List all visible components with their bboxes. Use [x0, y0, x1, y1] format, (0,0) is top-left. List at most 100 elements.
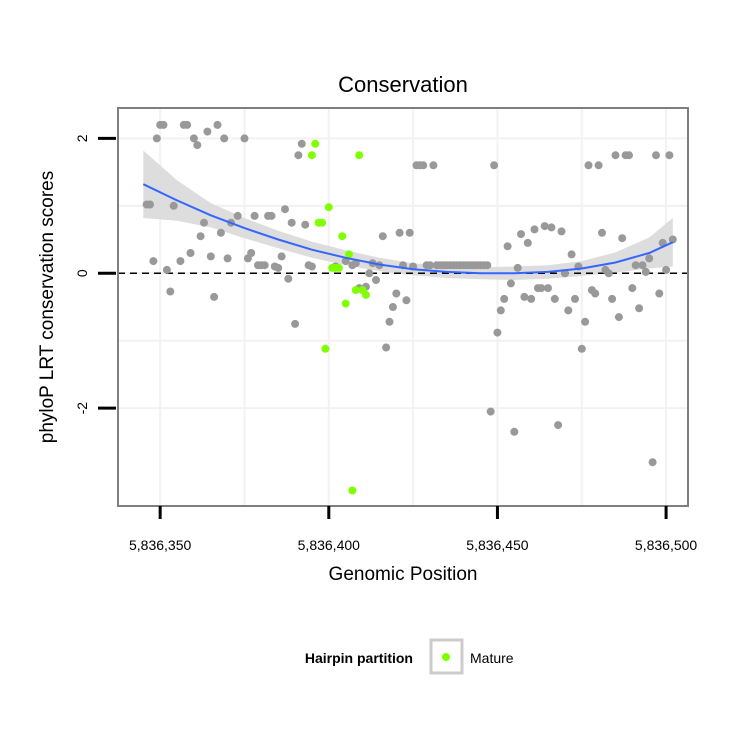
- data-point: [537, 284, 546, 293]
- data-point: [577, 344, 586, 353]
- data-point: [301, 220, 310, 229]
- data-point: [527, 294, 536, 303]
- data-point: [419, 161, 428, 170]
- data-point: [567, 250, 576, 259]
- data-point: [503, 242, 512, 251]
- mature-point: [307, 151, 316, 160]
- data-point: [544, 284, 552, 293]
- data-point: [554, 421, 563, 430]
- plot-panel: [118, 108, 688, 506]
- data-point: [604, 269, 613, 278]
- mature-point: [338, 232, 347, 241]
- data-point: [530, 225, 539, 234]
- data-point: [388, 303, 397, 311]
- mature-point: [361, 290, 370, 299]
- data-point: [608, 294, 617, 303]
- data-point: [186, 249, 195, 257]
- mature-point: [324, 203, 333, 212]
- data-point: [166, 287, 175, 296]
- y-axis-title: phyloP LRT conservation scores: [37, 171, 58, 444]
- data-point: [628, 284, 637, 293]
- data-point: [668, 235, 677, 244]
- data-point: [216, 228, 225, 237]
- data-point: [571, 294, 579, 303]
- data-point: [146, 200, 154, 209]
- mature-point: [311, 139, 320, 148]
- data-point: [189, 134, 198, 143]
- data-point: [365, 269, 374, 278]
- data-point: [260, 261, 269, 270]
- data-point: [250, 211, 259, 220]
- data-point: [618, 234, 627, 243]
- data-point: [233, 211, 242, 220]
- panel-border: [117, 107, 689, 507]
- data-point: [611, 151, 620, 160]
- data-point: [645, 254, 654, 263]
- data-point: [385, 317, 394, 326]
- data-point: [277, 252, 286, 261]
- data-point: [513, 263, 522, 272]
- data-point: [196, 232, 205, 241]
- data-point: [267, 211, 276, 220]
- data-point: [392, 289, 401, 298]
- data-point: [581, 317, 590, 326]
- smooth-layer: [142, 183, 674, 275]
- data-point: [159, 120, 168, 129]
- data-point: [510, 427, 519, 436]
- data-point: [517, 230, 525, 239]
- mature-point: [318, 218, 327, 227]
- data-point: [223, 254, 232, 263]
- mature-point: [355, 151, 364, 160]
- x-axis-title: Genomic Position: [329, 564, 478, 585]
- y-tick-label: 0: [74, 269, 90, 277]
- x-tick-label: 5,836,450: [466, 537, 528, 553]
- data-point: [506, 279, 515, 288]
- points-layer: [142, 120, 677, 495]
- data-point: [635, 304, 644, 313]
- data-point: [662, 265, 671, 274]
- legend-marker-mature: [442, 653, 450, 661]
- data-point: [641, 267, 650, 276]
- x-tick-label: 5,836,400: [298, 537, 360, 553]
- data-point: [486, 407, 495, 416]
- data-point: [493, 328, 502, 337]
- data-point: [594, 161, 603, 170]
- data-point: [665, 151, 674, 160]
- data-point: [540, 222, 549, 231]
- data-point: [149, 257, 158, 266]
- data-point: [284, 274, 293, 283]
- data-point: [206, 252, 215, 261]
- data-point: [496, 306, 505, 315]
- data-point: [372, 276, 380, 284]
- y-tick-label: -2: [74, 402, 90, 415]
- data-point: [648, 458, 657, 467]
- data-point: [193, 141, 202, 150]
- ribbon-layer: [143, 150, 673, 280]
- data-point: [500, 294, 509, 303]
- data-point: [183, 120, 192, 129]
- data-point: [520, 292, 529, 301]
- mature-point: [341, 299, 350, 308]
- data-point: [240, 134, 249, 143]
- data-point: [294, 151, 303, 160]
- data-point: [631, 261, 640, 270]
- data-point: [591, 289, 600, 298]
- smooth-line: [142, 183, 674, 275]
- data-point: [564, 306, 573, 315]
- mature-point: [348, 486, 357, 495]
- data-point: [557, 227, 566, 236]
- data-point: [274, 263, 283, 272]
- mature-point: [351, 286, 360, 295]
- chart-title: Conservation: [338, 72, 468, 97]
- mature-point: [321, 344, 330, 353]
- legend: Hairpin partition Mature: [305, 638, 514, 675]
- data-point: [614, 313, 623, 322]
- data-point: [210, 292, 219, 301]
- data-point: [402, 296, 411, 305]
- data-point: [395, 228, 404, 237]
- data-point: [281, 205, 289, 214]
- data-point: [584, 161, 593, 170]
- data-point: [213, 120, 222, 129]
- data-point: [162, 265, 171, 274]
